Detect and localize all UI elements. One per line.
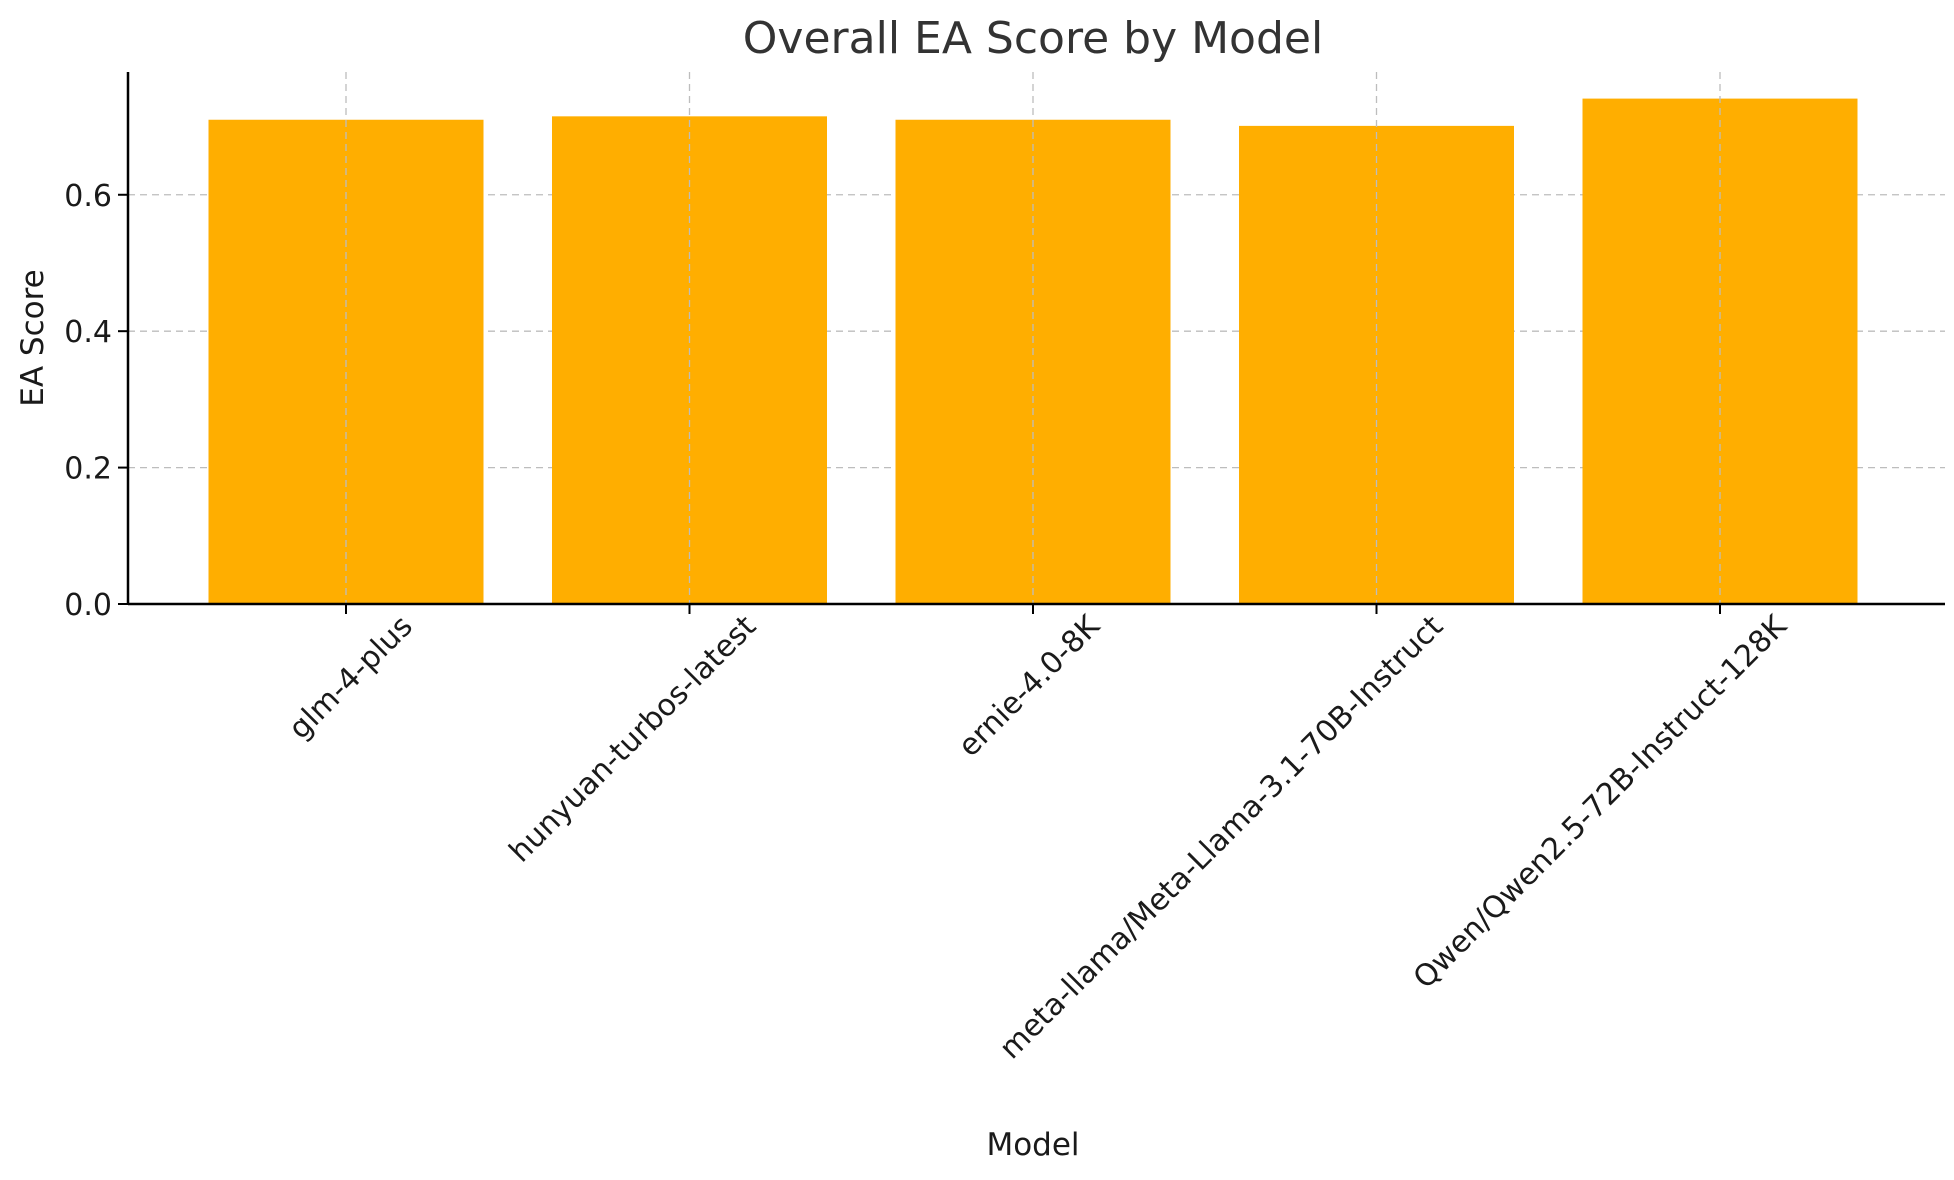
y-tick-label: 0.6 <box>64 179 112 214</box>
y-tick-label: 0.0 <box>64 588 112 623</box>
chart-title: Overall EA Score by Model <box>743 13 1323 64</box>
vertical-grid-lines <box>345 72 1721 604</box>
x-ticks: glm-4-plus hunyuan-turbos-latest ernie-4.0… <box>282 604 1795 1066</box>
x-axis-label: Model <box>986 1127 1079 1163</box>
x-tick-label: glm-4-plus <box>282 609 419 746</box>
y-axis-label: EA Score <box>15 269 51 406</box>
y-tick-label: 0.4 <box>64 315 112 350</box>
x-tick-label: ernie-4.0-8K <box>952 608 1108 764</box>
axes <box>126 72 1945 606</box>
y-tick-label: 0.2 <box>64 452 112 487</box>
x-tick-label: hunyuan-turbos-latest <box>503 609 764 870</box>
y-ticks: 0.0 0.2 0.4 0.6 <box>64 179 128 623</box>
x-tick-label: Qwen/Qwen2.5-72B-Instruct-128K <box>1407 608 1795 996</box>
